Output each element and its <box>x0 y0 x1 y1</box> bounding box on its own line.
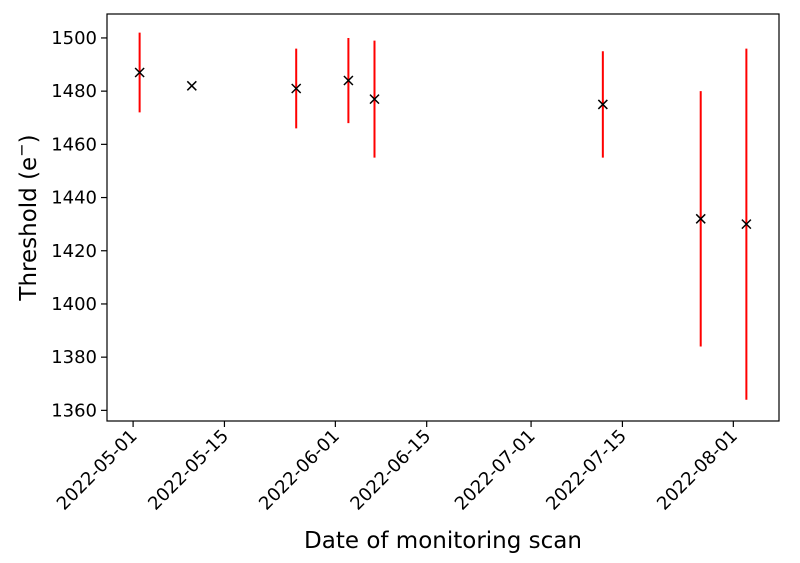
data-point-marker <box>597 99 608 110</box>
data-point-marker <box>186 80 197 91</box>
y-tick-label: 1360 <box>51 400 97 421</box>
y-tick-label: 1500 <box>51 28 97 49</box>
y-axis-label-main: Threshold (e <box>16 157 42 302</box>
x-tick-label: 2022-05-15 <box>144 426 233 515</box>
plot-content <box>134 32 752 400</box>
y-axis-label-superscript: − <box>12 143 31 156</box>
plot-frame <box>106 13 780 422</box>
x-tick-label: 2022-08-01 <box>653 426 742 515</box>
data-point-marker <box>291 83 302 94</box>
y-axis: 1360 1380 1400 1420 1440 1460 1480 1500 <box>51 28 107 421</box>
y-tick-label: 1480 <box>51 81 97 102</box>
x-axis-label: Date of monitoring scan <box>304 528 582 554</box>
y-tick-label: 1380 <box>51 347 97 368</box>
y-tick-label: 1420 <box>51 241 97 262</box>
x-tick-label: 2022-07-15 <box>542 426 631 515</box>
y-tick-label: 1460 <box>51 134 97 155</box>
y-axis-label: Threshold (e−) <box>12 134 42 301</box>
y-tick-label: 1400 <box>51 294 97 315</box>
data-point-marker <box>741 219 752 230</box>
data-point-marker <box>695 213 706 224</box>
x-tick-label: 2022-07-01 <box>451 426 540 515</box>
y-tick-label: 1440 <box>51 188 97 209</box>
data-point-marker <box>343 75 354 86</box>
data-point-marker <box>369 94 380 105</box>
x-tick-label: 2022-05-01 <box>53 426 142 515</box>
data-point-marker <box>134 67 145 78</box>
x-axis: 2022-05-01 2022-05-15 2022-06-01 2022-06-15… <box>53 421 742 515</box>
x-tick-label: 2022-06-01 <box>255 426 344 515</box>
y-axis-label-tail: ) <box>16 134 42 143</box>
x-tick-label: 2022-06-15 <box>346 426 435 515</box>
